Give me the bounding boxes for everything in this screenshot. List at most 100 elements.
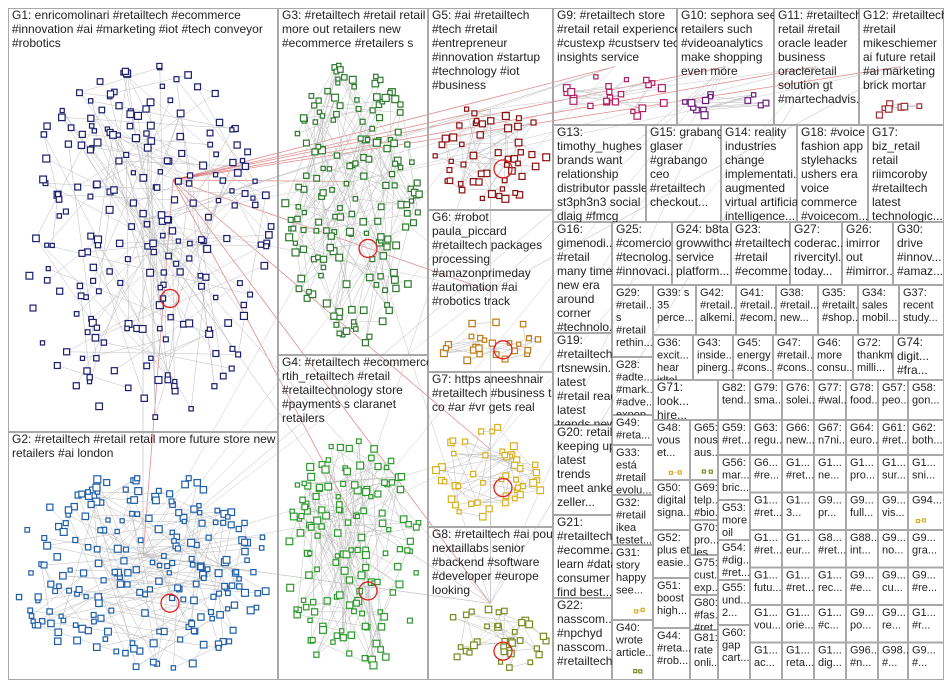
vertex xyxy=(239,311,249,321)
vertex xyxy=(88,318,97,327)
vertex xyxy=(67,567,73,573)
vertex xyxy=(247,291,254,298)
vertex xyxy=(397,164,404,171)
vertex xyxy=(413,570,419,576)
group-label: G21: xyxy=(557,515,583,529)
vertex xyxy=(441,478,448,485)
edge xyxy=(321,522,419,527)
vertex xyxy=(207,141,214,148)
vertex xyxy=(432,466,441,475)
vertex xyxy=(354,546,361,554)
vertex xyxy=(139,173,148,182)
vertex xyxy=(333,110,340,118)
vertex xyxy=(316,109,323,115)
group-label: glaser xyxy=(650,139,683,153)
group-border xyxy=(814,380,846,420)
group-label: G1... xyxy=(818,457,842,469)
vertex xyxy=(289,512,298,521)
group-border xyxy=(814,530,846,568)
group-label: distributor passle xyxy=(557,181,648,195)
self-loop xyxy=(160,288,180,309)
vertex xyxy=(53,553,62,561)
edge xyxy=(218,551,246,574)
group-label: G5: #ai #retailtech xyxy=(432,8,529,22)
vertex xyxy=(197,236,205,244)
inter-group-edge xyxy=(352,181,491,292)
vertex xyxy=(335,506,343,513)
group-box: G82:tend... xyxy=(718,380,750,420)
vertex xyxy=(480,479,486,486)
vertex xyxy=(396,485,405,494)
vertex xyxy=(603,97,610,105)
vertex xyxy=(93,180,101,189)
vertex xyxy=(106,90,115,98)
group-label: vous xyxy=(657,434,681,446)
vertex xyxy=(148,355,154,361)
vertex xyxy=(34,621,42,629)
vertex xyxy=(113,648,120,655)
vertex xyxy=(29,304,37,312)
group-border xyxy=(893,335,944,380)
vertex xyxy=(60,617,67,624)
group-label: G20: retail xyxy=(557,425,612,439)
edge xyxy=(330,242,380,248)
group-label: #innovation #startup xyxy=(432,50,540,64)
group-label: G57: xyxy=(882,382,906,394)
group-label: #retail read xyxy=(557,389,617,403)
edge xyxy=(58,501,97,633)
vertex xyxy=(216,610,224,619)
vertex xyxy=(346,162,354,170)
edge xyxy=(81,145,204,166)
vertex xyxy=(383,464,390,471)
vertex xyxy=(146,121,155,130)
group-label: easie... xyxy=(657,557,692,569)
group-border xyxy=(878,642,908,680)
group-box: G8...#ret... xyxy=(814,530,846,568)
vertex xyxy=(222,555,231,564)
vertex xyxy=(149,639,158,648)
vertex xyxy=(285,537,294,546)
group-box: G4: #retailtech #ecommercertih_retailtec… xyxy=(278,355,428,680)
group-label: exp... xyxy=(694,582,721,594)
edge xyxy=(97,134,114,240)
vertex xyxy=(53,361,61,370)
group-label: G81: xyxy=(694,632,718,644)
vertex xyxy=(451,501,459,509)
edge xyxy=(371,457,382,627)
group-box: G1...#ret... xyxy=(750,530,782,568)
group-label: #adve... xyxy=(616,396,655,408)
vertex xyxy=(468,608,475,615)
edge xyxy=(435,128,509,157)
vertex xyxy=(335,80,341,86)
edge xyxy=(338,65,387,186)
edge xyxy=(90,100,235,130)
vertex xyxy=(512,190,519,196)
group-label: #grabango xyxy=(650,153,708,167)
group-label: gon... xyxy=(912,394,940,406)
vertex xyxy=(315,483,324,492)
group-box: G65:nousaus... xyxy=(690,420,718,480)
edge xyxy=(463,120,491,165)
vertex xyxy=(408,198,415,204)
vertex xyxy=(261,191,270,200)
group-label: mikeschiemer xyxy=(863,36,937,50)
vertex xyxy=(141,609,149,617)
vertex xyxy=(432,153,438,159)
edge xyxy=(485,455,517,461)
vertex xyxy=(515,115,522,122)
group-box: G59:#ret... xyxy=(718,420,750,455)
vertex xyxy=(476,131,484,139)
group-border xyxy=(846,530,878,568)
group-label: G74: xyxy=(897,335,923,349)
group-label: G1... xyxy=(786,457,810,469)
vertex xyxy=(449,614,457,621)
group-border xyxy=(612,285,653,357)
group-label: virtual artificial xyxy=(725,195,801,209)
group-label: #re... xyxy=(754,469,779,481)
group-label: riimcoroby xyxy=(872,167,927,181)
group-box: G51:boosthigh... xyxy=(653,578,690,628)
vertex xyxy=(186,172,194,179)
group-border xyxy=(612,545,653,620)
group-label: #custexp #custserv tech xyxy=(557,36,686,50)
vertex xyxy=(520,483,527,490)
